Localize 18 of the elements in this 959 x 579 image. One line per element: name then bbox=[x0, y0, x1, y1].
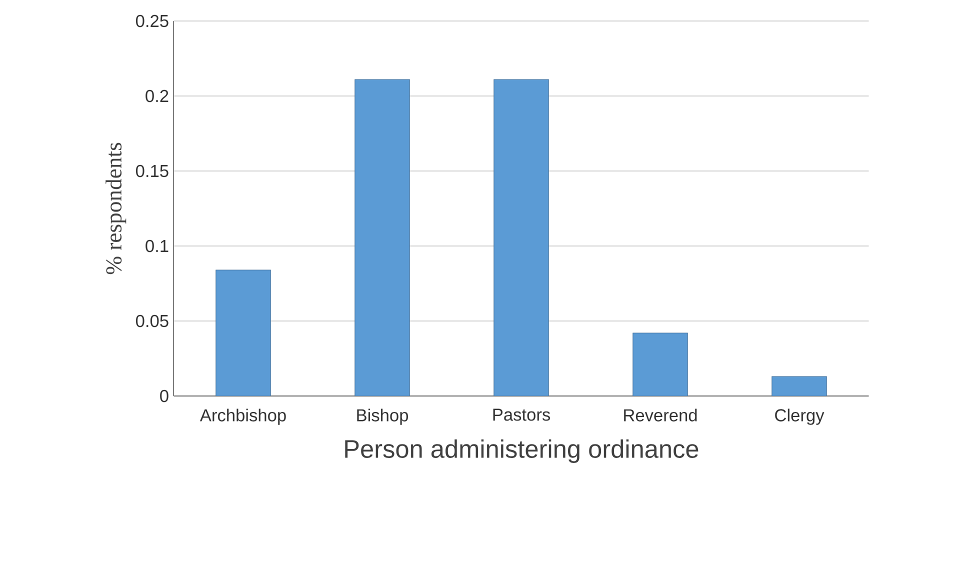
bar bbox=[632, 332, 688, 396]
x-tick-label: Reverend bbox=[624, 408, 697, 422]
x-tick-label: Bishop bbox=[357, 408, 408, 425]
y-tick-label: 0 bbox=[160, 390, 168, 402]
y-tick-label: 0.25 bbox=[136, 14, 168, 28]
bar bbox=[216, 270, 271, 396]
y-tick-label: 0.15 bbox=[136, 164, 168, 178]
y-axis-title: % respondents bbox=[106, 142, 126, 274]
x-tick-label: Pastors bbox=[493, 408, 550, 421]
bar bbox=[494, 79, 549, 396]
bar bbox=[772, 376, 827, 396]
y-tick-label: 0.1 bbox=[146, 240, 168, 252]
y-tick-label: 0.2 bbox=[146, 90, 168, 102]
x-tick-label: Clergy bbox=[775, 408, 824, 425]
x-axis-title: Person administering ordinance bbox=[345, 439, 698, 463]
bar bbox=[354, 79, 410, 396]
x-tick-label: Archbishop bbox=[200, 408, 286, 425]
y-tick-label: 0.05 bbox=[136, 314, 168, 328]
